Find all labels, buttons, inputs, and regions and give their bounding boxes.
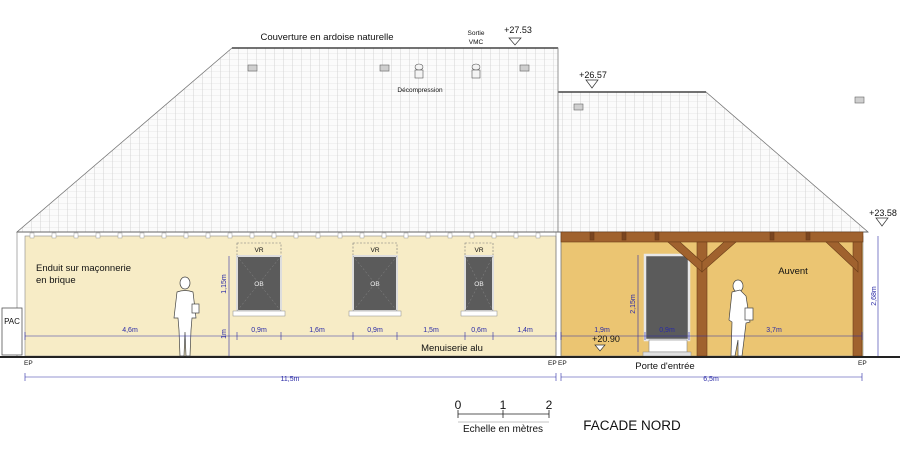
entrance-door [642,253,692,357]
dim-label: 0,9m [367,327,383,334]
person-figure-right [728,279,754,357]
vr-label: VR [370,247,379,254]
level-ridge-main: +27.53 [504,25,532,35]
vmc-annotation-line1: Sortie [468,30,485,37]
window-1 [232,242,286,317]
level-ridge-annex: +26.57 [579,70,607,80]
scale-bar: 0 1 2 Echelle en mètres [455,398,553,435]
dim-label: 1,6m [309,327,325,334]
level-labels: +27.53 +26.57 +23.58 +20.90 [504,25,897,344]
ep-labels: EP EP EP EP [24,360,867,367]
level-eaves: +23.58 [869,208,897,218]
dim-label: 1,4m [517,327,533,334]
entrance-door-annotation: Porte d'entrée [635,361,694,372]
person-figure-left [173,276,200,357]
dim-window-height: 1,15m [221,274,228,294]
canopy-timber-frame [560,231,864,357]
dim-label: 4,6m [122,327,138,334]
roof-vents [247,64,865,111]
ob-label: OB [474,281,483,288]
dim-label: 1,5m [423,327,439,334]
dim-wall-height: 2,68m [871,286,878,306]
ob-label: OB [254,281,263,288]
drawing-title: FACADE NORD [583,418,681,433]
pac-unit: PAC [1,307,23,356]
ob-label: OB [370,281,379,288]
level-floor: +20.90 [592,334,620,344]
joinery-annotation: Menuiserie alu [421,343,483,354]
level-markers [508,37,889,352]
render-annotation-line2: en brique [36,275,76,286]
dim-label: 0,9m [251,327,267,334]
vmc-annotation-line2: VMC [469,39,484,46]
rafter-ends [29,232,541,239]
canopy-annotation: Auvent [778,266,808,277]
dim-door-height: 2,15m [630,294,637,314]
vr-label: VR [474,247,483,254]
ep-label: EP [548,360,557,367]
scale-tick-label: 0 [455,398,462,412]
scale-tick-label: 1 [500,398,507,412]
ep-label: EP [858,360,867,367]
dim-total-annex: 6,5m [703,376,719,383]
dim-label: 3,7m [766,327,782,334]
scale-caption: Echelle en mètres [463,424,543,435]
annex-roof [557,91,870,233]
roof-annotation: Couverture en ardoise naturelle [260,32,393,43]
dimension-labels: 4,6m 0,9m 1,6m 0,9m 1,5m 0,6m 1,4m 1,9m … [122,274,878,383]
render-annotation-line1: Enduit sur maçonnerie [36,263,131,274]
dim-total-main: 11,5m [281,376,300,383]
vr-label: VR [254,247,263,254]
decompression-annotation: Décompression [397,87,443,94]
pac-label: PAC [4,317,20,326]
ep-label: EP [558,360,567,367]
decompression-outlets [414,63,481,79]
scale-tick-label: 2 [546,398,553,412]
dim-label: 0,9m [659,327,675,334]
dim-sill-height: 1m [221,329,228,339]
dim-label: 0,6m [471,327,487,334]
ep-label: EP [24,360,33,367]
window-2 [348,242,402,317]
dim-label: 1,9m [594,327,610,334]
window-3 [460,242,498,317]
dimension-lines [24,236,879,381]
